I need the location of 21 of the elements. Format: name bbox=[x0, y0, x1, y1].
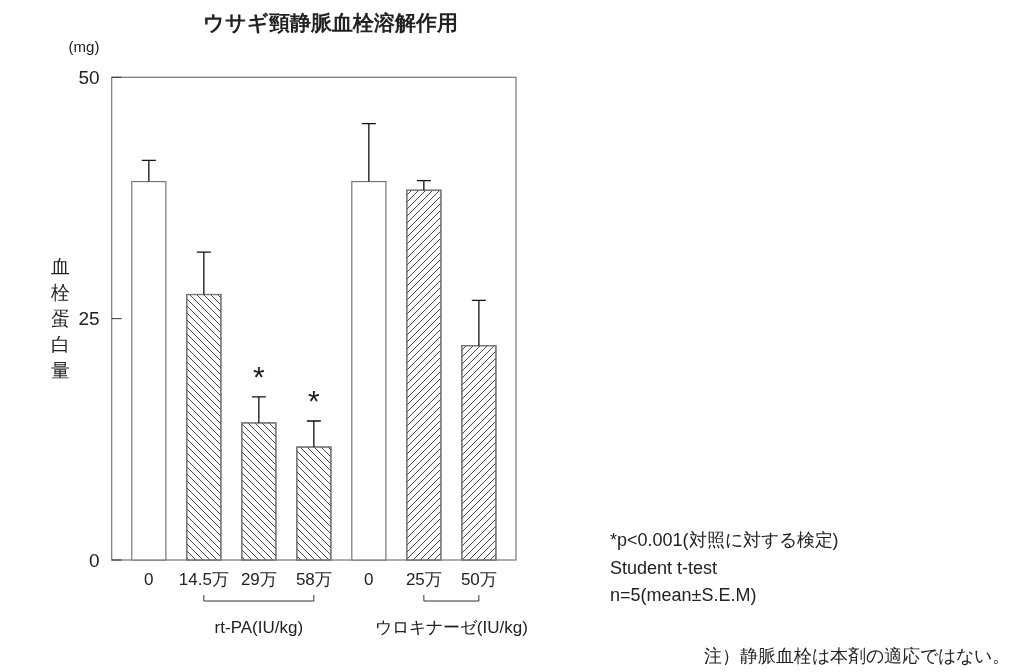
y-tick-label: 25 bbox=[78, 308, 100, 330]
x-tick-label: 50万 bbox=[460, 569, 497, 589]
x-tick-label: 29万 bbox=[240, 569, 277, 589]
chart-title: ウサギ頸静脈血栓溶解作用 bbox=[202, 10, 458, 35]
y-axis-title: 血栓蛋白量 bbox=[49, 255, 70, 381]
x-tick-label: 14.5万 bbox=[178, 569, 229, 589]
annotation: * bbox=[253, 360, 265, 394]
x-tick-label: 0 bbox=[144, 569, 154, 589]
text: (mg) bbox=[68, 37, 100, 55]
text: ウロキナーゼ(IU/kg) bbox=[374, 617, 528, 637]
y-tick-label: 0 bbox=[89, 549, 100, 571]
text: n=5(mean±S.E.M) bbox=[610, 585, 757, 605]
y-tick-label: 50 bbox=[78, 66, 100, 88]
annotation: * bbox=[308, 384, 321, 418]
text: Student t-test bbox=[610, 557, 718, 578]
text: 注）静脈血栓は本剤の適応ではない。 bbox=[704, 646, 1010, 666]
text: *p<0.001(対照に対する検定) bbox=[610, 530, 839, 550]
x-tick-label: 0 bbox=[364, 569, 374, 589]
x-tick-label: 58万 bbox=[295, 569, 332, 589]
text: rt-PA(IU/kg) bbox=[214, 617, 304, 637]
x-tick-label: 25万 bbox=[405, 569, 442, 589]
